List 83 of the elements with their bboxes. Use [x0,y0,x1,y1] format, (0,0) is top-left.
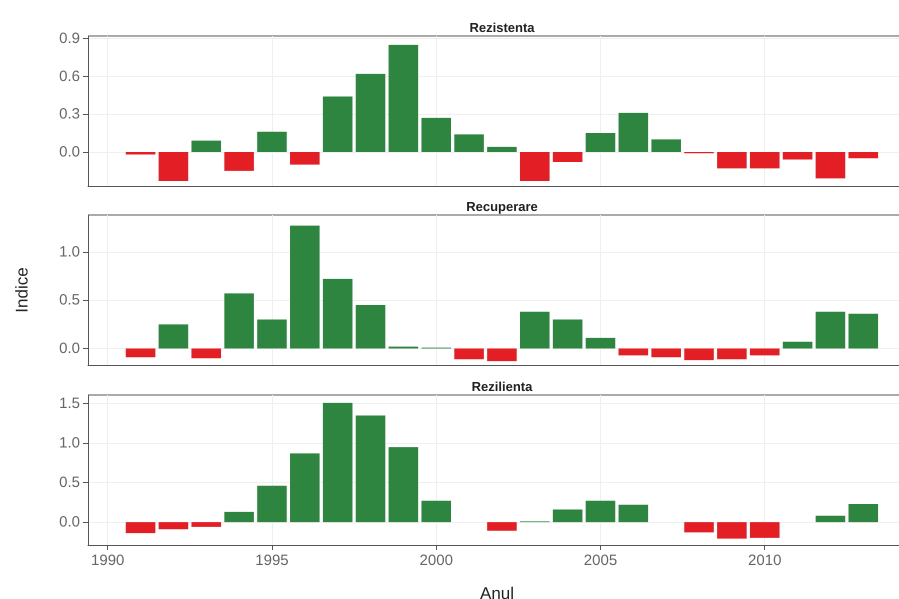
bar [388,44,418,152]
chart-title: Recuperare [466,199,538,214]
bar [356,416,386,522]
bar [126,522,156,534]
x-axis-title: Anul [480,584,514,599]
y-tick-label: 1.0 [59,434,80,452]
bar [322,278,352,349]
bar [322,96,352,152]
chart-title: Rezilienta [472,379,534,394]
bar [586,133,616,152]
bar [520,152,550,181]
bar [158,324,188,349]
bar [816,312,846,349]
y-tick-label: 0.5 [59,292,80,309]
bar [848,314,878,349]
bar [487,348,517,362]
y-tick-label: 1.5 [59,395,80,412]
bar [454,134,484,152]
bar [717,522,747,539]
bar [717,152,747,168]
bar [126,348,156,358]
bar [257,320,287,349]
chart-title: Rezistenta [469,20,536,35]
bar [224,512,254,522]
bar [158,152,188,181]
bar [586,338,616,349]
bar [191,140,222,152]
bar [224,293,254,349]
bar [782,152,812,160]
bar [782,342,812,349]
y-tick-label: 0.0 [59,340,80,358]
bar [717,348,747,360]
bar [257,132,287,152]
y-tick-label: 0.0 [59,514,80,531]
y-tick-label: 0.9 [59,30,80,48]
y-tick-label: 0.6 [59,68,80,85]
bar [750,152,780,168]
bar [684,522,714,532]
bar [487,522,517,531]
y-axis-title: Indice [12,267,32,313]
bar [552,152,582,162]
bar [651,139,681,152]
bar [618,348,648,356]
bar [750,522,780,538]
bar [618,504,648,522]
bar [520,312,550,349]
bar [848,504,878,522]
bar [322,402,352,522]
bar [586,500,616,522]
y-tick-label: 1.0 [59,243,80,260]
bar [290,152,320,165]
bar [126,152,156,154]
x-tick-label: 2005 [584,552,618,569]
bar [388,447,418,522]
bar [454,348,484,360]
bar [224,152,254,171]
bar [487,146,517,152]
bar [158,522,188,530]
x-tick-label: 1995 [255,552,289,569]
bar [290,453,320,522]
bar [191,522,222,527]
bar [618,112,648,152]
y-tick-label: 0.0 [59,143,80,160]
bar [848,152,878,158]
bar [750,348,780,356]
bar [421,118,452,152]
bar [191,348,222,358]
bar [421,500,452,522]
bar [684,348,714,360]
x-tick-label: 1990 [91,552,124,569]
y-tick-label: 0.5 [59,474,80,492]
bar [356,74,386,152]
x-tick-label: 2000 [420,552,453,569]
bar [816,152,846,178]
bar [552,509,582,522]
bar [356,305,386,349]
bar [552,320,582,349]
bar [816,516,846,522]
x-tick-label: 2010 [748,552,782,569]
bar [651,348,681,358]
bar [257,486,287,522]
bar [290,226,320,349]
y-tick-label: 0.3 [59,106,80,123]
